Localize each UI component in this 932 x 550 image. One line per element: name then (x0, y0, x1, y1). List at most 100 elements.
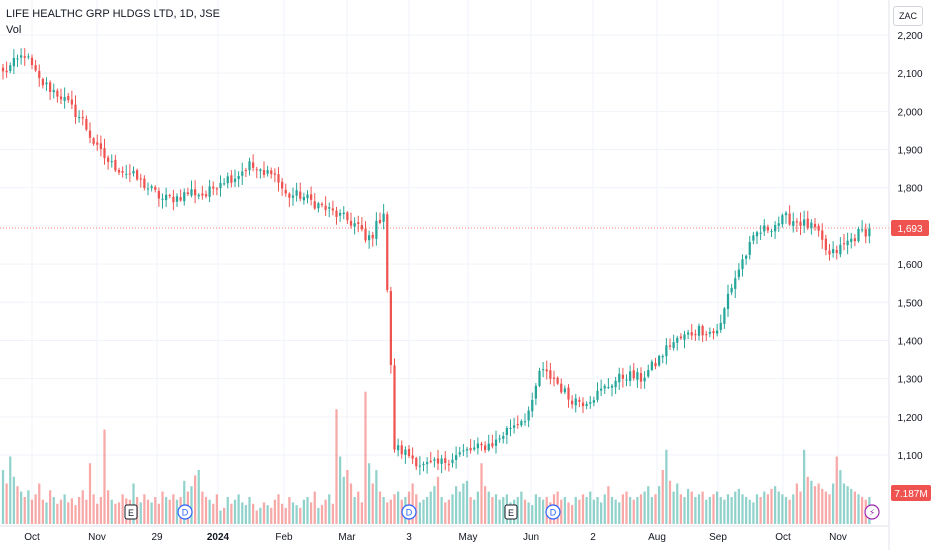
currency-button[interactable]: ZAC (893, 6, 923, 26)
event-marker[interactable]: D (401, 504, 417, 520)
candle-body (824, 238, 827, 251)
earnings-marker-label: E (128, 508, 134, 518)
candle-body (451, 459, 454, 464)
event-markers[interactable]: E D D E D ⚡ (124, 504, 880, 520)
candle-body (774, 225, 777, 232)
volume-bar (150, 502, 153, 524)
candle-body (204, 194, 208, 197)
candle (726, 284, 730, 317)
candle (277, 167, 280, 192)
candle (835, 245, 838, 260)
candle (357, 215, 360, 233)
volume-bar (371, 483, 374, 524)
candle (770, 229, 773, 238)
candle (248, 157, 251, 176)
volume-bar (23, 497, 26, 524)
candle (23, 48, 26, 66)
volume-bar (270, 507, 273, 524)
candle (353, 217, 356, 235)
candle (487, 434, 490, 452)
volume-bar (741, 494, 744, 524)
candle-body (342, 212, 345, 214)
candle (223, 178, 226, 186)
candle-body (784, 212, 788, 216)
candle (462, 443, 465, 456)
event-marker[interactable]: D (545, 504, 561, 520)
candle (737, 263, 740, 281)
volume-bar (378, 491, 382, 524)
volume-bar (494, 494, 498, 524)
candle-body (600, 388, 603, 391)
candle (723, 306, 726, 329)
volume-bar (799, 491, 802, 524)
candle-body (125, 173, 128, 175)
volume-bar (252, 503, 255, 524)
volume-bar (603, 494, 606, 524)
candle (607, 378, 610, 390)
volume-bar (745, 497, 748, 524)
volume-bar (730, 497, 733, 524)
candle (386, 211, 389, 293)
volume-bar (487, 491, 490, 524)
candle-body (110, 161, 113, 163)
candle-body (284, 189, 287, 194)
price-axis[interactable]: 2,2002,1002,0001,9001,8001,7001,6001,500… (897, 31, 922, 462)
event-marker[interactable]: E (124, 504, 138, 520)
event-marker[interactable]: E (504, 504, 518, 520)
candle (288, 192, 291, 207)
volume-bar (284, 507, 287, 524)
volume-bar (20, 491, 23, 524)
candle-body (578, 399, 581, 402)
x-tick-label: Mar (338, 532, 356, 543)
time-axis[interactable]: Oct Nov 29 2024 Feb Mar 3 May Jun 2 Aug Sep Oct Nov (24, 532, 847, 543)
volume-bar (458, 491, 461, 524)
candle-body (436, 458, 440, 464)
candle-body (563, 388, 566, 393)
volume-bar (784, 497, 788, 524)
candle (70, 90, 73, 110)
candle-body (621, 374, 624, 379)
candle (748, 235, 751, 260)
volume-bar (81, 490, 84, 524)
event-marker[interactable]: ⚡ (864, 504, 880, 520)
candle (668, 338, 672, 350)
volume-bar (190, 486, 193, 524)
candle (30, 54, 34, 70)
candle (136, 168, 139, 181)
candle (364, 221, 367, 243)
volume-bar (774, 486, 777, 524)
x-tick-label: 29 (151, 532, 163, 543)
candle-body (281, 181, 284, 189)
candle (266, 165, 269, 177)
candle-body (165, 194, 168, 201)
candle-body (9, 65, 12, 72)
candle-body (96, 142, 99, 145)
candle-body (121, 171, 124, 173)
candle-body (752, 235, 755, 241)
candle (549, 362, 552, 385)
volume-bar (538, 497, 541, 524)
volume-bar (578, 499, 581, 524)
volume-bar (165, 497, 168, 524)
volume-bar (34, 494, 37, 524)
candle-body (378, 219, 382, 223)
candle-body (705, 334, 708, 336)
volume-bar (654, 494, 657, 524)
volume-bar (74, 505, 77, 524)
y-tick-label: 1,600 (897, 260, 922, 271)
volume-bar (832, 483, 835, 524)
candle-body (429, 460, 432, 463)
candle-body (161, 198, 164, 200)
candle (708, 327, 711, 338)
candle (752, 231, 755, 245)
event-marker[interactable]: D (177, 504, 193, 520)
volume-bar (683, 497, 686, 524)
candle-body (411, 455, 414, 459)
candle (440, 454, 443, 474)
candle (473, 440, 476, 452)
candle (705, 330, 708, 342)
candle (56, 88, 59, 103)
candle (824, 234, 827, 256)
